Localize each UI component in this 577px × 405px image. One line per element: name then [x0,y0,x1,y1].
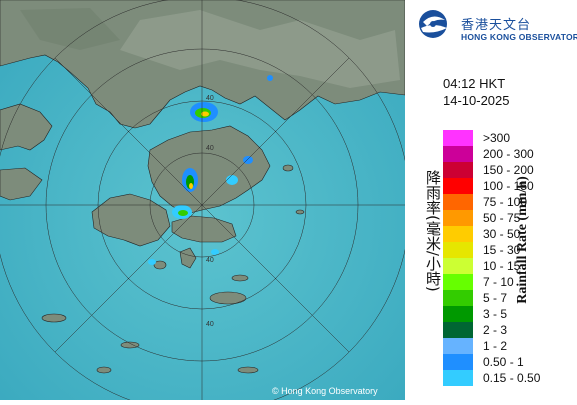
island [231,274,249,282]
legend-swatch [443,274,473,290]
legend-swatch [443,338,473,354]
legend-label: 150 - 200 [483,163,534,177]
legend-label: 2 - 3 [483,323,508,337]
radar-map: 40 40 40 40 © Hong Kong Observatory [0,0,411,405]
range-ring-label: 40 [206,145,214,152]
legend-swatch [443,322,473,338]
legend-label: 3 - 5 [483,307,508,321]
info-panel: 香港天文台 HONG KONG OBSERVATORY 04:12 HKT 14… [405,0,577,400]
legend-swatch [443,242,473,258]
west-land [0,103,53,151]
island [237,366,259,374]
legend-label: 200 - 300 [483,147,534,161]
legend-label: 75 - 100 [483,195,528,209]
island [295,209,305,215]
legend-title-en: Rainfall Rate (mm/h) [515,176,530,304]
legend-swatch [443,130,473,146]
legend-label: 5 - 7 [483,291,508,305]
island [209,291,247,305]
legend-swatch [443,162,473,178]
legend-title-zh: 降雨率(毫米/小時) [424,170,442,292]
copyright-notice: © Hong Kong Observatory [272,386,378,396]
legend-label: 0.15 - 0.50 [483,371,541,385]
island [153,260,167,270]
legend-label: 7 - 10 [483,275,514,289]
legend-label: 100 - 150 [483,179,534,193]
legend-swatch [443,306,473,322]
rain-echoes [148,75,273,265]
lamma-island [179,247,197,269]
legend-label: 30 - 50 [483,227,521,241]
observation-time: 04:12 HKT [443,76,506,91]
legend-label: >300 [483,131,511,145]
west-land-2 [0,167,43,201]
range-ring-label: 40 [206,321,214,328]
island [96,366,112,374]
mainland-texture-2 [20,8,120,50]
range-ring-label: 40 [206,95,214,102]
org-name-en: HONG KONG OBSERVATORY [461,32,577,42]
island [41,313,67,323]
legend-swatch [443,146,473,162]
legend-swatch [443,290,473,306]
legend-swatch [443,258,473,274]
legend-label: 0.50 - 1 [483,355,524,369]
org-name-zh: 香港天文台 [461,18,532,33]
observation-date: 14-10-2025 [443,93,510,108]
mainland-texture [120,10,400,88]
legend-swatch [443,178,473,194]
legend-swatch [443,194,473,210]
island [282,164,294,172]
legend-label: 50 - 75 [483,211,521,225]
legend-swatch [443,370,473,386]
new-territories [147,125,271,215]
legend-swatch [443,226,473,242]
observatory-logo: 香港天文台 HONG KONG OBSERVATORY [415,8,577,42]
legend-label: 1 - 2 [483,339,508,353]
radar-map-canvas: 40 40 40 40 [0,0,411,405]
lantau-island [91,193,171,247]
island [120,341,140,349]
legend-label: 10 - 15 [483,259,521,273]
legend-swatch [443,210,473,226]
hko-logo-icon [419,10,447,38]
range-ring-label: 40 [206,257,214,264]
hong-kong-island [171,215,237,243]
legend-swatch [443,354,473,370]
legend-label: 15 - 30 [483,243,521,257]
